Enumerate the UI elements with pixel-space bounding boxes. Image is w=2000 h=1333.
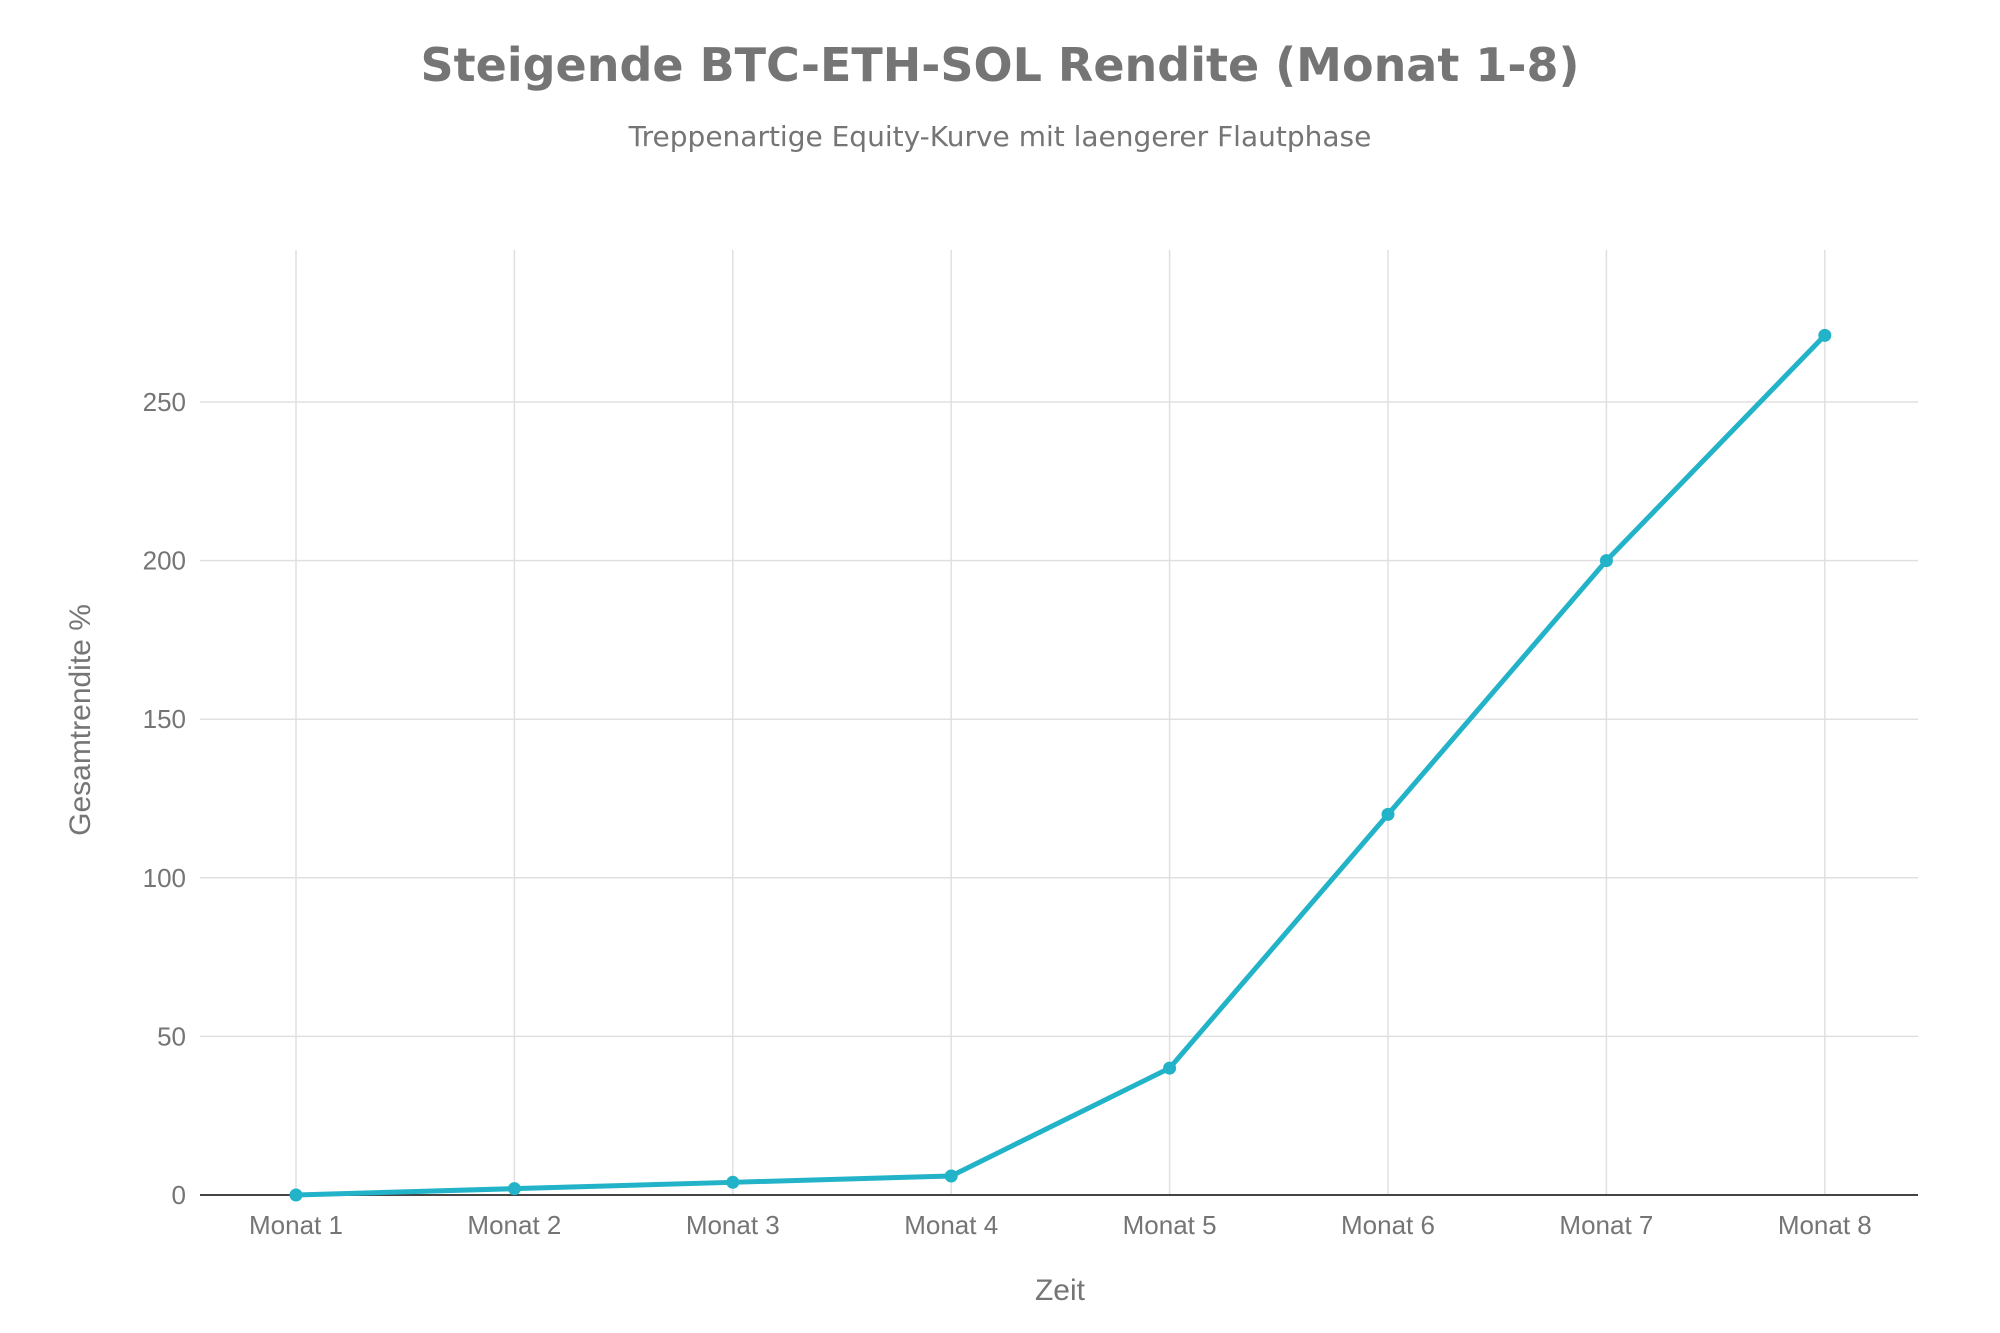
- x-tick-label: Monat 3: [686, 1210, 780, 1240]
- y-tick-label: 100: [143, 863, 186, 893]
- series-line: [293, 332, 1828, 1198]
- data-point: [1818, 328, 1832, 342]
- chart-subtitle: Treppenartige Equity-Kurve mit laengerer…: [628, 120, 1372, 153]
- series: [289, 328, 1832, 1202]
- chart-title: Steigende BTC-ETH-SOL Rendite (Monat 1-8…: [420, 38, 1580, 92]
- y-tick-label: 250: [143, 387, 186, 417]
- y-axis-title: Gesamtrendite %: [64, 604, 97, 836]
- x-tick-label: Monat 7: [1559, 1210, 1653, 1240]
- y-tick-label: 50: [157, 1021, 186, 1051]
- y-tick-label: 0: [172, 1180, 186, 1210]
- x-tick-label: Monat 2: [467, 1210, 561, 1240]
- axes: 0 50 100 150 200 250 Monat 1 Monat 2 Monat 3 Mona…: [143, 387, 1918, 1240]
- data-point: [289, 1188, 303, 1202]
- x-tick-label: Monat 1: [249, 1210, 343, 1240]
- x-tick-label: Monat 8: [1778, 1210, 1872, 1240]
- data-point: [507, 1182, 521, 1196]
- data-point: [726, 1175, 740, 1189]
- data-point: [1163, 1061, 1177, 1075]
- x-axis-title: Zeit: [1035, 1274, 1086, 1307]
- x-tick-label: Monat 4: [904, 1210, 998, 1240]
- grid: [200, 250, 1918, 1195]
- data-point: [944, 1169, 958, 1183]
- x-tick-label: Monat 5: [1123, 1210, 1217, 1240]
- data-point: [1599, 554, 1613, 568]
- data-point: [1381, 807, 1395, 821]
- y-tick-label: 200: [143, 546, 186, 576]
- y-tick-label: 150: [143, 704, 186, 734]
- x-tick-label: Monat 6: [1341, 1210, 1435, 1240]
